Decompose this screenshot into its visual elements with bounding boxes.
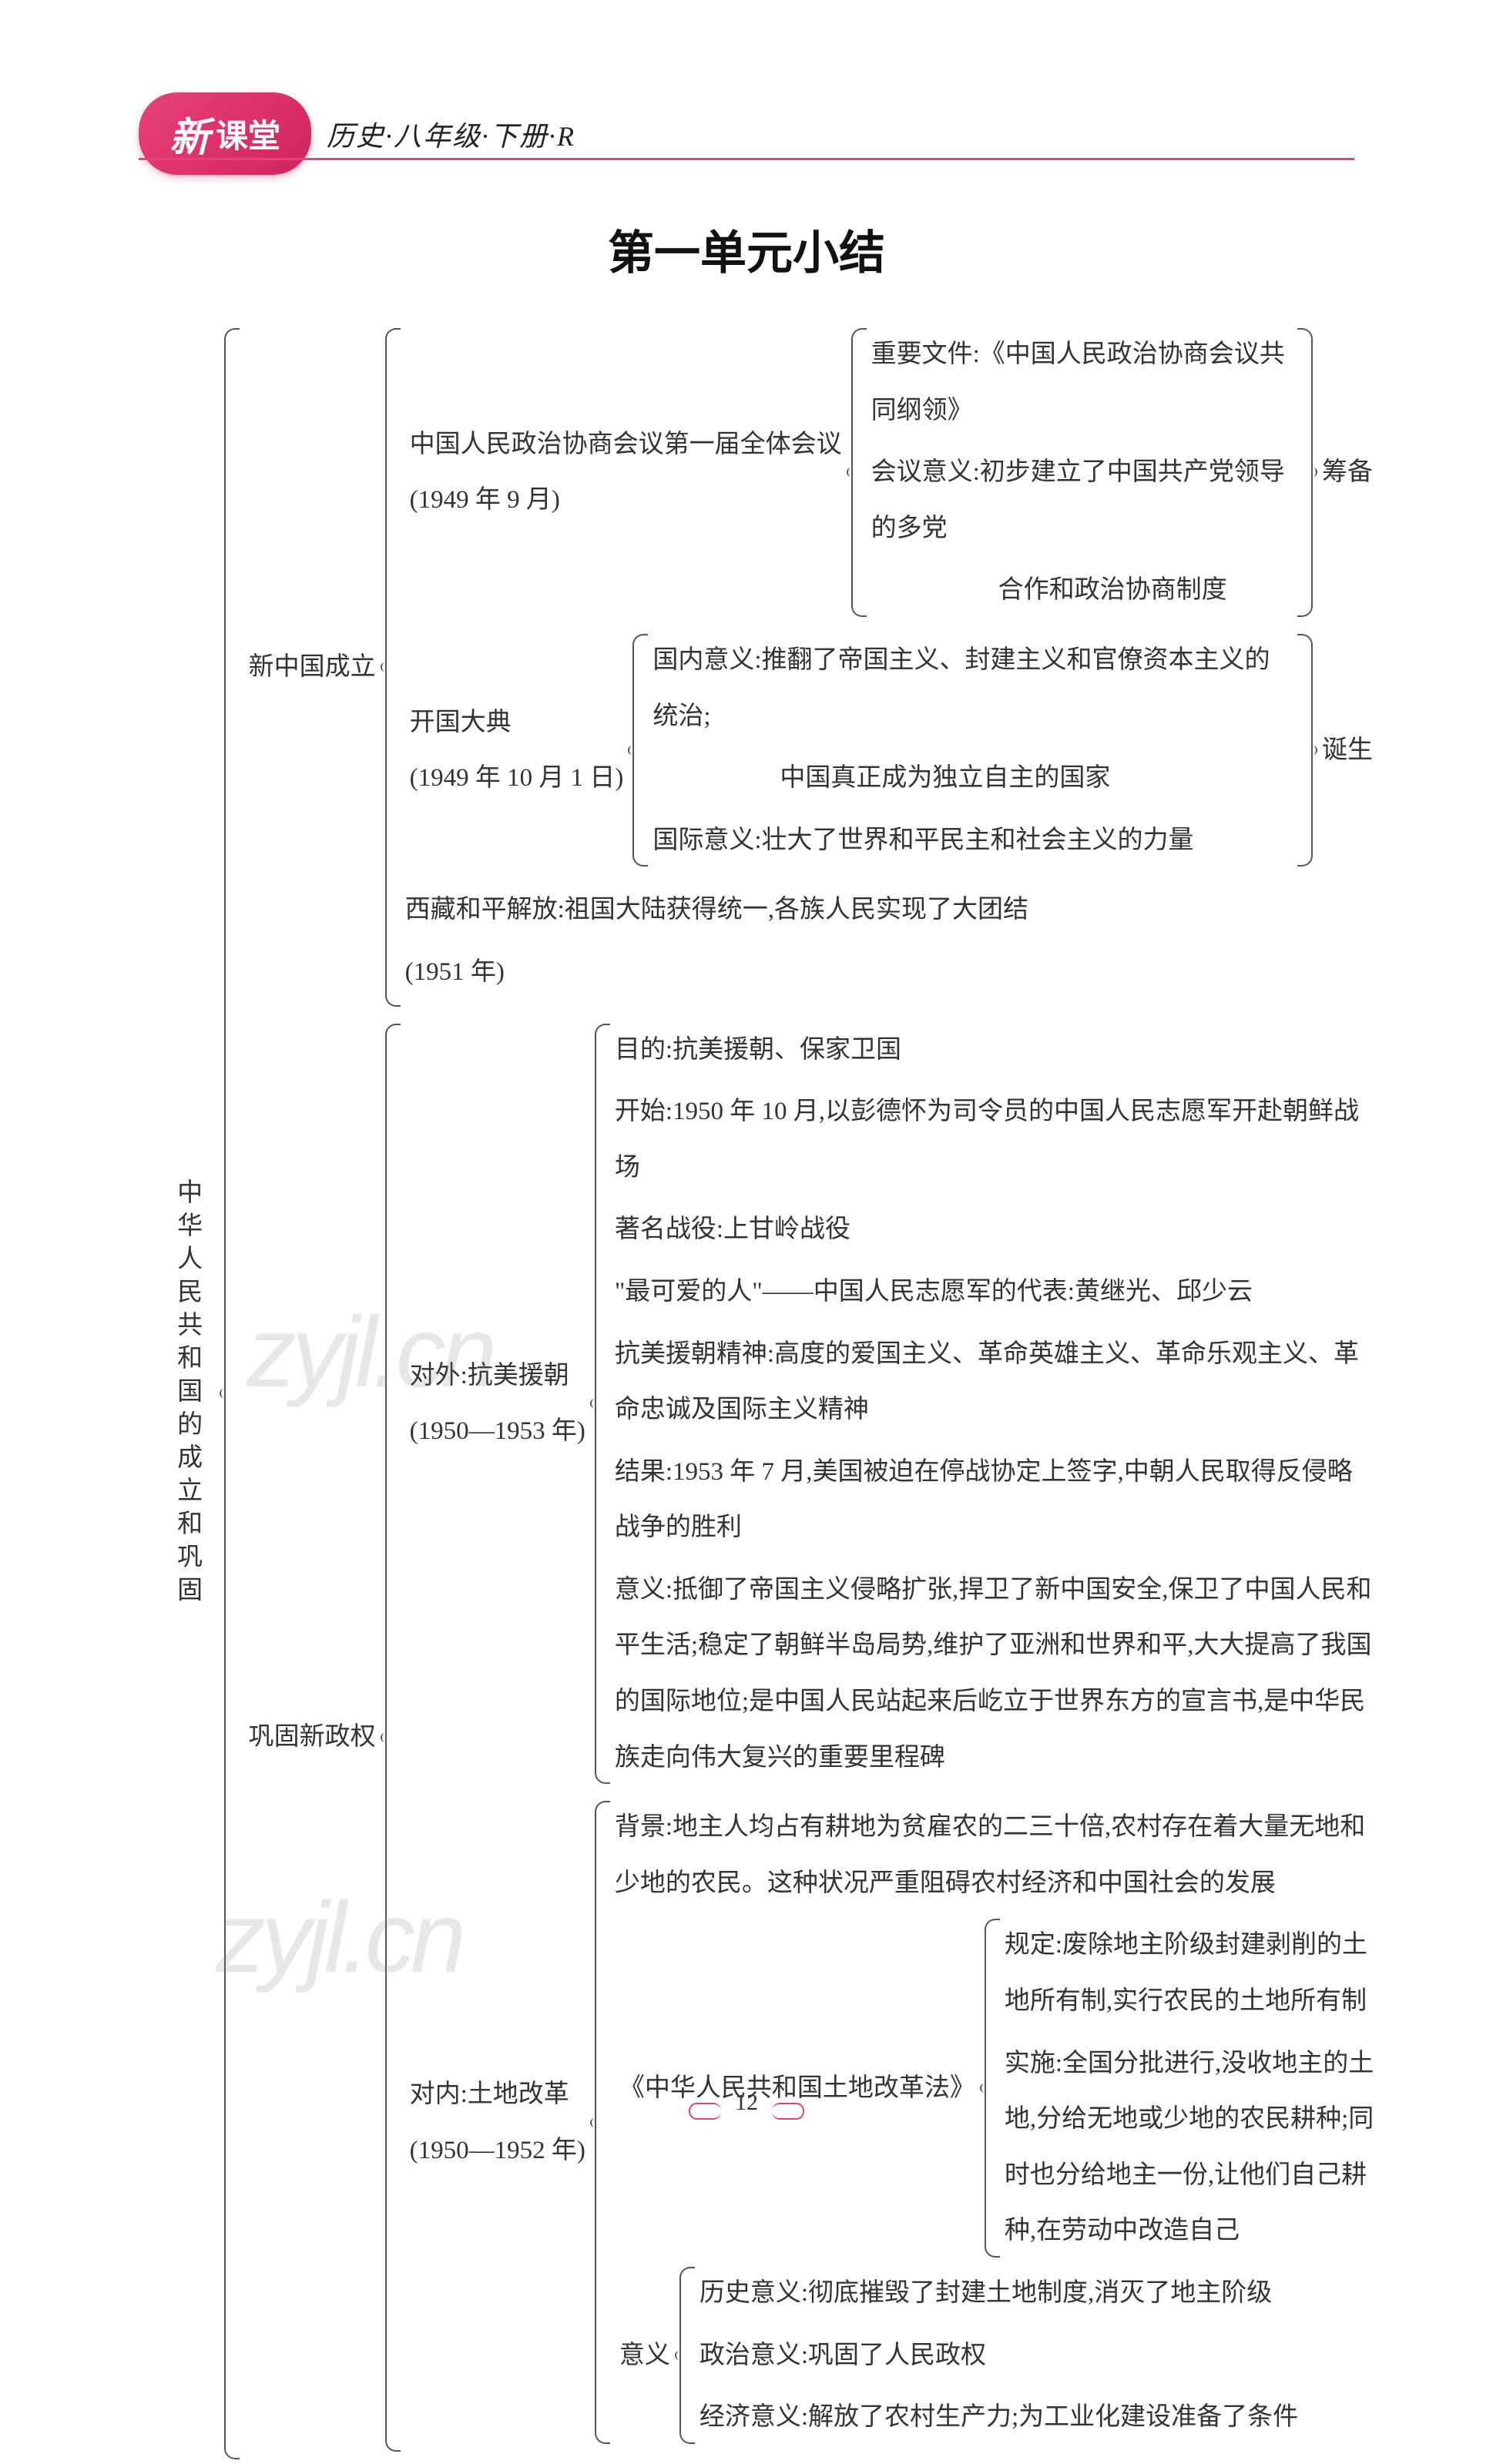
leaf-text: 抗美援朝精神:高度的爱国主义、革命英雄主义、革命乐观主义、革命忠诚及国际主义精神 xyxy=(615,1323,1377,1441)
section-label: 新中国成立 xyxy=(244,324,381,1011)
leaf-text: 会议意义:初步建立了中国共产党领导的多党 xyxy=(871,441,1293,559)
badge-char: 新 xyxy=(169,105,210,163)
item-head-date: (1951 年) xyxy=(405,941,1377,1004)
outline-tree: 中华人民共和国的成立和巩固 新中国成立 中国人民政治协商会议第一届全体会议 (1… xyxy=(154,324,1377,2464)
item-head: 中国人民政治协商会议第一届全体会议 (1949 年 9 月) xyxy=(405,324,847,622)
leaf-text: 国内意义:推翻了帝国主义、封建主义和官僚资本主义的统治; xyxy=(653,629,1293,747)
leaf-text: 合作和政治协商制度 xyxy=(871,559,1293,622)
item-head-text: 对外:抗美援朝 xyxy=(410,1348,585,1404)
leaf-text: 重要文件:《中国人民政治协商会议共同纲领》 xyxy=(871,324,1293,441)
page-header: 新 课堂 历史·八年级·下册·R xyxy=(139,92,575,175)
leaf-text: 国际意义:壮大了世界和平民主和社会主义的力量 xyxy=(653,810,1293,872)
brand-badge: 新 课堂 xyxy=(139,92,311,175)
badge-text: 课堂 xyxy=(216,110,280,157)
leaf-text: 结果:1953 年 7 月,美国被迫在停战协定上签字,中朝人民取得反侵略战争的胜… xyxy=(615,1441,1377,1559)
bracket-icon xyxy=(595,1024,610,1785)
leaf-text: "最可爱的人"——中国人民志愿军的代表:黄继光、邱少云 xyxy=(615,1261,1377,1323)
bracket-icon xyxy=(1297,328,1313,617)
item-head-date: (1949 年 9 月) xyxy=(410,472,842,528)
bracket-icon xyxy=(851,328,867,617)
leaf-text: 意义:抵御了帝国主义侵略扩张,捍卫了新中国安全,保卫了中国人民和平生活;稳定了朝… xyxy=(615,1559,1377,1788)
right-label: 诞生 xyxy=(1317,629,1377,871)
section-label-text: 新中国成立 xyxy=(249,639,376,696)
leaf-text: 规定:废除地主阶级封建剥削的土地所有制,实行农民的土地所有制 xyxy=(1005,1914,1377,2032)
section-label-text: 巩固新政权 xyxy=(249,1709,376,1765)
item-head-text: 西藏和平解放:祖国大陆获得统一,各族人民实现了大团结 xyxy=(405,879,1377,941)
header-rule xyxy=(139,158,1354,160)
leaf-text: 中国真正成为独立自主的国家 xyxy=(653,747,1293,810)
leaf-text: 政治意义:巩固了人民政权 xyxy=(700,2325,1377,2387)
header-subtitle: 历史·八年级·下册·R xyxy=(327,114,575,154)
leaf-text: 实施:全国分批进行,没收地主的土地,分给无地或少地的农民耕种;同时也分给地主一份… xyxy=(1005,2033,1377,2262)
item-head-date: (1949 年 10 月 1 日) xyxy=(410,750,624,806)
item-head-text: 中国人民政治协商会议第一届全体会议 xyxy=(410,417,842,473)
item-head-date: (1950—1953 年) xyxy=(410,1403,585,1460)
leaf-text: 背景:地主人均占有耕地为贫雇农的二三十倍,农村存在着大量无地和少地的农民。这种状… xyxy=(615,1796,1377,1914)
leaf-text: 历史意义:彻底摧毁了封建土地制度,消灭了地主阶级 xyxy=(700,2262,1377,2325)
sig-label: 意义 xyxy=(615,2262,675,2449)
root-label: 中华人民共和国的成立和巩固 xyxy=(154,324,220,2464)
page-number: 12 xyxy=(0,2090,1493,2116)
leaf-text: 开始:1950 年 10 月,以彭德怀为司令员的中国人民志愿军开赴朝鲜战场 xyxy=(615,1081,1377,1198)
bracket-icon xyxy=(985,1919,1000,2258)
leaf-text: 目的:抗美援朝、保家卫国 xyxy=(615,1019,1377,1081)
law-label: 《中华人民共和国土地改革法》 xyxy=(615,1914,980,2262)
page-number-text: 12 xyxy=(696,2090,797,2116)
right-label: 筹备 xyxy=(1317,324,1377,622)
bracket-icon xyxy=(679,2267,695,2444)
item-head-text: 开国大典 xyxy=(410,695,624,751)
item-head: 对外:抗美援朝 (1950—1953 年) xyxy=(405,1019,590,1789)
section-label: 巩固新政权 xyxy=(244,1019,381,2456)
item-head: 开国大典 (1949 年 10 月 1 日) xyxy=(405,629,629,871)
bracket-icon xyxy=(1297,634,1313,867)
leaf-text: 著名战役:上甘岭战役 xyxy=(615,1198,1377,1261)
bracket-icon xyxy=(595,1801,610,2444)
bracket-icon xyxy=(385,328,401,1007)
bracket-icon xyxy=(224,328,240,2459)
leaf-text: 经济意义:解放了农村生产力;为工业化建设准备了条件 xyxy=(700,2386,1377,2449)
page-title: 第一单元小结 xyxy=(0,216,1493,283)
item-head-date: (1950—1952 年) xyxy=(410,2123,585,2179)
bracket-icon xyxy=(632,634,648,867)
bracket-icon xyxy=(385,1024,401,2452)
item-head: 对内:土地改革 (1950—1952 年) xyxy=(405,1796,590,2449)
